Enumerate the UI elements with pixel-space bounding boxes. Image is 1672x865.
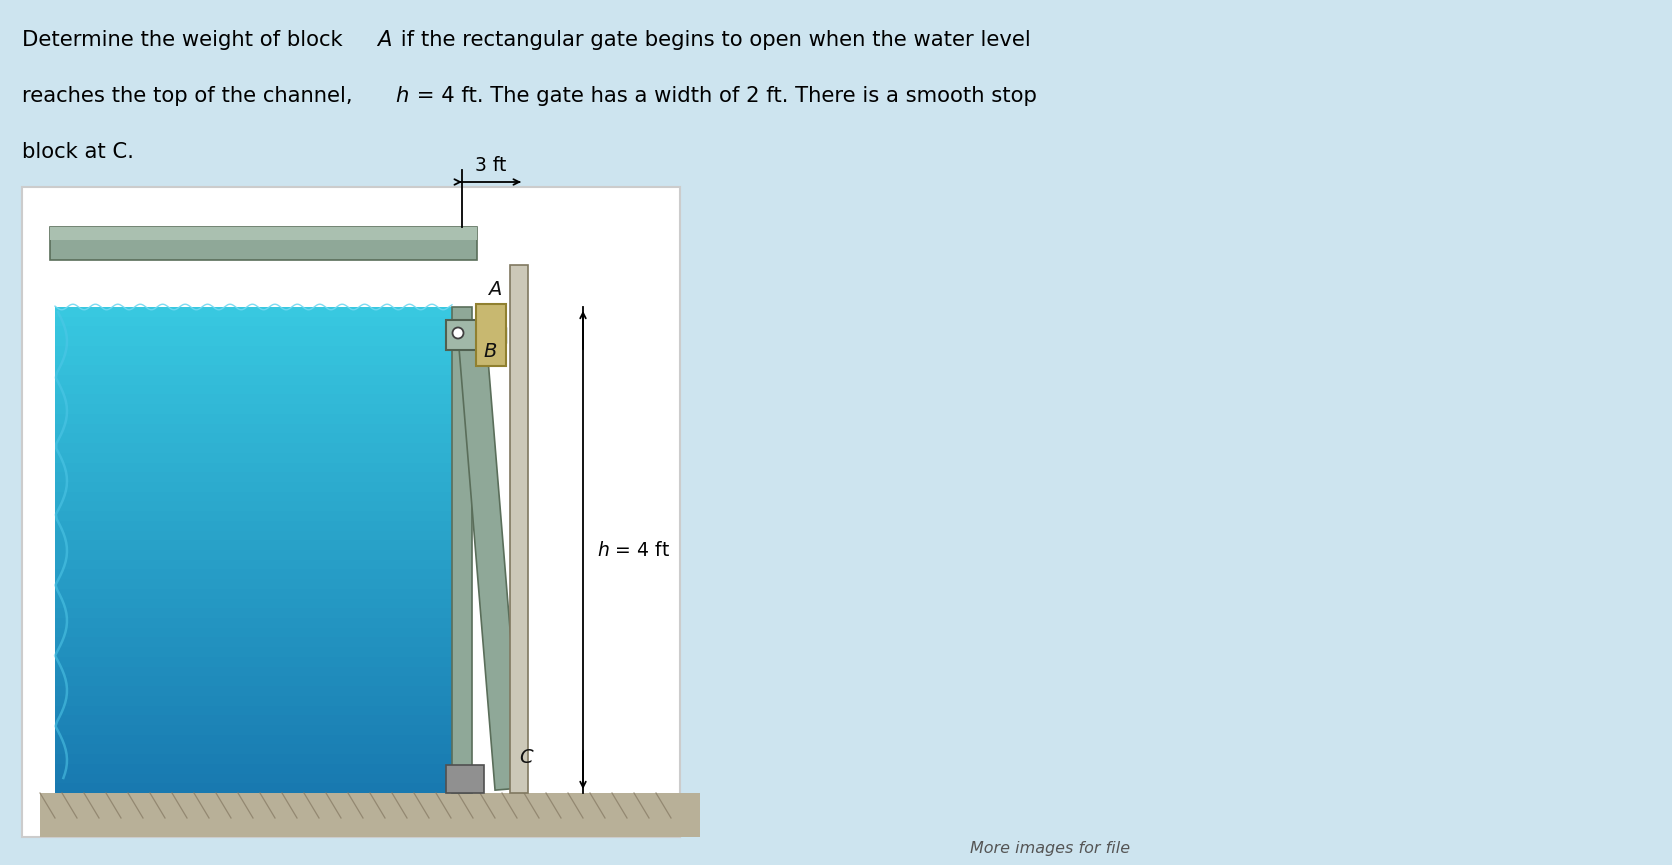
Bar (55, 424, 451, 433)
Text: C: C (518, 748, 533, 767)
Bar (55, 695, 451, 706)
Bar (55, 754, 451, 764)
Bar (55, 452, 451, 463)
Text: block at C.: block at C. (22, 142, 134, 162)
Bar (55, 715, 451, 725)
Bar (55, 521, 451, 530)
Text: h: h (395, 86, 408, 106)
Bar (55, 307, 451, 317)
Circle shape (453, 328, 463, 338)
Bar (55, 326, 451, 336)
Bar (55, 725, 451, 734)
Bar (55, 550, 451, 560)
Bar (55, 385, 451, 394)
Bar (55, 356, 451, 365)
Bar (55, 530, 451, 541)
Polygon shape (458, 334, 523, 790)
Bar (55, 404, 451, 414)
Text: Determine the weight of block: Determine the weight of block (22, 30, 349, 50)
Bar (55, 618, 451, 628)
Bar (477, 304, 507, 366)
Bar (55, 784, 451, 793)
Bar (55, 491, 451, 502)
Bar (446, 765, 483, 793)
Bar (55, 647, 451, 657)
Bar (55, 773, 451, 784)
Bar (55, 608, 451, 618)
Text: A: A (376, 30, 391, 50)
Bar (55, 511, 451, 521)
Bar (55, 482, 451, 491)
Bar (55, 346, 451, 356)
Text: = 4 ft. The gate has a width of 2 ft. There is a smooth stop: = 4 ft. The gate has a width of 2 ft. Th… (410, 86, 1037, 106)
Bar (55, 667, 451, 676)
Bar (55, 676, 451, 686)
Bar (55, 433, 451, 443)
Bar (55, 706, 451, 715)
Bar (55, 628, 451, 638)
Bar (55, 317, 451, 326)
Bar (55, 599, 451, 608)
Text: $h$ = 4 ft: $h$ = 4 ft (597, 541, 670, 560)
Bar (55, 734, 451, 745)
Bar (55, 569, 451, 580)
Bar (55, 336, 451, 346)
Bar (451, 307, 472, 793)
Bar (55, 394, 451, 404)
Bar (55, 365, 451, 375)
Bar (55, 589, 451, 599)
Bar (55, 463, 451, 472)
Bar (55, 764, 451, 773)
Bar (55, 560, 451, 569)
Bar (50, 227, 477, 260)
Bar (55, 541, 451, 550)
Bar (55, 638, 451, 647)
Bar (55, 443, 451, 452)
Bar (446, 320, 478, 350)
Text: B: B (483, 342, 497, 361)
Bar (450, 327, 507, 343)
Bar (55, 472, 451, 482)
Text: A: A (488, 280, 502, 299)
Text: 3 ft: 3 ft (475, 156, 507, 175)
Bar (55, 745, 451, 754)
Bar (50, 227, 477, 240)
Text: if the rectangular gate begins to open when the water level: if the rectangular gate begins to open w… (395, 30, 1030, 50)
Text: More images for file: More images for file (970, 841, 1130, 856)
Bar (40, 793, 701, 837)
Bar (55, 580, 451, 589)
Bar (55, 502, 451, 511)
Bar (510, 265, 528, 793)
Bar (55, 375, 451, 385)
Bar (55, 686, 451, 695)
Bar (22, 187, 681, 837)
Bar (55, 414, 451, 424)
Text: reaches the top of the channel,: reaches the top of the channel, (22, 86, 359, 106)
Bar (55, 657, 451, 667)
